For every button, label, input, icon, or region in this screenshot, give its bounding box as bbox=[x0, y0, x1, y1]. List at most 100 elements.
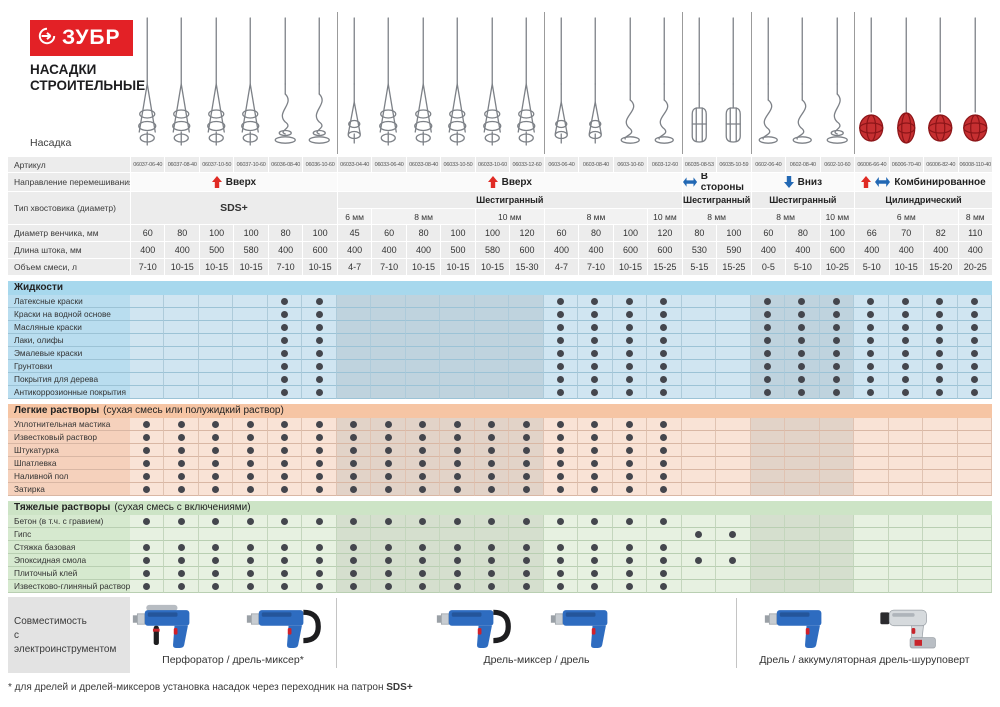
article-cell: 06033-04-40 bbox=[337, 157, 372, 172]
matrix-cell-empty bbox=[750, 444, 786, 457]
dot-marker bbox=[143, 446, 151, 454]
mixer-attachment-image bbox=[308, 17, 331, 144]
dot-marker bbox=[281, 433, 289, 441]
matrix-cell-empty bbox=[785, 515, 820, 528]
page-title: НАСАДКИ СТРОИТЕЛЬНЫЕ bbox=[30, 62, 146, 93]
matrix-cell-dot bbox=[474, 515, 510, 528]
matrix-cell-empty bbox=[923, 457, 958, 470]
matrix-cell-dot bbox=[923, 334, 958, 347]
dot-marker bbox=[143, 569, 151, 577]
material-label: Масляные краски bbox=[8, 321, 130, 334]
matrix-cell-dot bbox=[647, 334, 682, 347]
matrix-cell-empty bbox=[785, 580, 820, 593]
matrix-cell-empty bbox=[716, 567, 751, 580]
matrix-cell-dot bbox=[854, 360, 889, 373]
matrix-cell-dot bbox=[854, 386, 889, 399]
matrix-cell-dot bbox=[681, 554, 717, 567]
dot-marker bbox=[901, 297, 909, 305]
matrix-cell-empty bbox=[164, 528, 199, 541]
volume-cell: 10-15 bbox=[475, 259, 510, 275]
matrix-cell-dot bbox=[543, 347, 579, 360]
matrix-cell-dot bbox=[819, 321, 855, 334]
matrix-cell-dot bbox=[198, 554, 234, 567]
matrix-cell-empty bbox=[474, 334, 510, 347]
dot-marker bbox=[177, 517, 185, 525]
matrix-cell-empty bbox=[440, 295, 475, 308]
group-divider bbox=[336, 12, 338, 154]
dot-marker bbox=[591, 388, 599, 396]
matrix-cell-dot bbox=[957, 360, 992, 373]
matrix-cell-empty bbox=[854, 528, 889, 541]
dot-marker bbox=[522, 446, 530, 454]
matrix-cell-dot bbox=[854, 334, 889, 347]
dot-marker bbox=[315, 472, 323, 480]
matrix-cell-empty bbox=[716, 360, 751, 373]
dot-marker bbox=[798, 297, 806, 305]
matrix-cell-dot bbox=[543, 373, 579, 386]
matrix-cell-empty bbox=[923, 431, 958, 444]
matrix-cell-empty bbox=[750, 554, 786, 567]
diameter-cell: 100 bbox=[441, 225, 475, 241]
matrix-cell-dot bbox=[509, 567, 544, 580]
dot-marker bbox=[556, 569, 564, 577]
cordless-image bbox=[879, 609, 936, 649]
matrix-cell-empty bbox=[681, 470, 717, 483]
volume-cell: 4-7 bbox=[337, 259, 372, 275]
direction-cell: В стороны bbox=[682, 173, 751, 191]
volume-cell: 15-20 bbox=[924, 259, 958, 275]
dot-marker bbox=[315, 517, 323, 525]
matrix-cell-dot bbox=[578, 386, 613, 399]
mixer-column bbox=[406, 12, 440, 154]
matrix-cell-dot bbox=[647, 567, 682, 580]
dot-marker bbox=[315, 556, 323, 564]
matrix-cell-empty bbox=[164, 308, 199, 321]
matrix-cell-dot bbox=[578, 580, 613, 593]
matrix-cell-dot bbox=[612, 515, 648, 528]
matrix-cell-empty bbox=[681, 418, 717, 431]
mixer-images-row bbox=[130, 12, 992, 154]
dot-marker bbox=[901, 323, 909, 331]
shank-type-cell: SDS+ bbox=[131, 192, 337, 224]
matrix-cell-empty bbox=[750, 470, 786, 483]
matrix-cell-dot bbox=[647, 386, 682, 399]
dot-marker bbox=[419, 472, 427, 480]
matrix-cell-dot bbox=[543, 321, 579, 334]
compatibility-label: Совместимость с электроинструментом bbox=[8, 597, 130, 673]
matrix-cell-dot bbox=[198, 444, 234, 457]
dot-marker bbox=[556, 556, 564, 564]
matrix-cell-dot bbox=[267, 567, 303, 580]
matrix-cell-dot bbox=[854, 347, 889, 360]
matrix-cell-dot bbox=[612, 347, 648, 360]
matrix-cell-dot bbox=[405, 554, 441, 567]
matrix-cell-empty bbox=[819, 418, 855, 431]
dot-marker bbox=[246, 459, 254, 467]
matrix-cell-empty bbox=[440, 334, 475, 347]
matrix-cell-empty bbox=[371, 373, 406, 386]
dot-marker bbox=[419, 446, 427, 454]
matrix-cell-dot bbox=[302, 431, 337, 444]
matrix-cell-dot bbox=[267, 457, 303, 470]
matrix-cell-empty bbox=[371, 334, 406, 347]
matrix-cell-dot bbox=[785, 386, 820, 399]
dot-marker bbox=[625, 336, 633, 344]
dot-marker bbox=[798, 323, 806, 331]
matrix-cell-empty bbox=[854, 431, 889, 444]
tool-group-divider bbox=[336, 598, 337, 668]
matrix-cell-dot bbox=[509, 580, 544, 593]
dot-marker bbox=[867, 388, 875, 396]
matrix-cell-dot bbox=[198, 483, 234, 496]
matrix-cell-dot bbox=[888, 373, 924, 386]
mixer-column bbox=[682, 12, 716, 154]
dot-marker bbox=[798, 336, 806, 344]
shank-type-cell: Шестигранный bbox=[682, 192, 751, 208]
matrix-cell-dot bbox=[578, 457, 613, 470]
matrix-cell-empty bbox=[923, 567, 958, 580]
matrix-cell-dot bbox=[233, 483, 268, 496]
dot-marker bbox=[625, 543, 633, 551]
matrix-cell-empty bbox=[819, 483, 855, 496]
matrix-cell-empty bbox=[854, 554, 889, 567]
length-cell: 530 bbox=[682, 242, 717, 258]
matrix-cell-dot bbox=[302, 580, 337, 593]
shank-type-cell: Шестигранный bbox=[337, 192, 682, 208]
diameter-cell: 45 bbox=[337, 225, 372, 241]
